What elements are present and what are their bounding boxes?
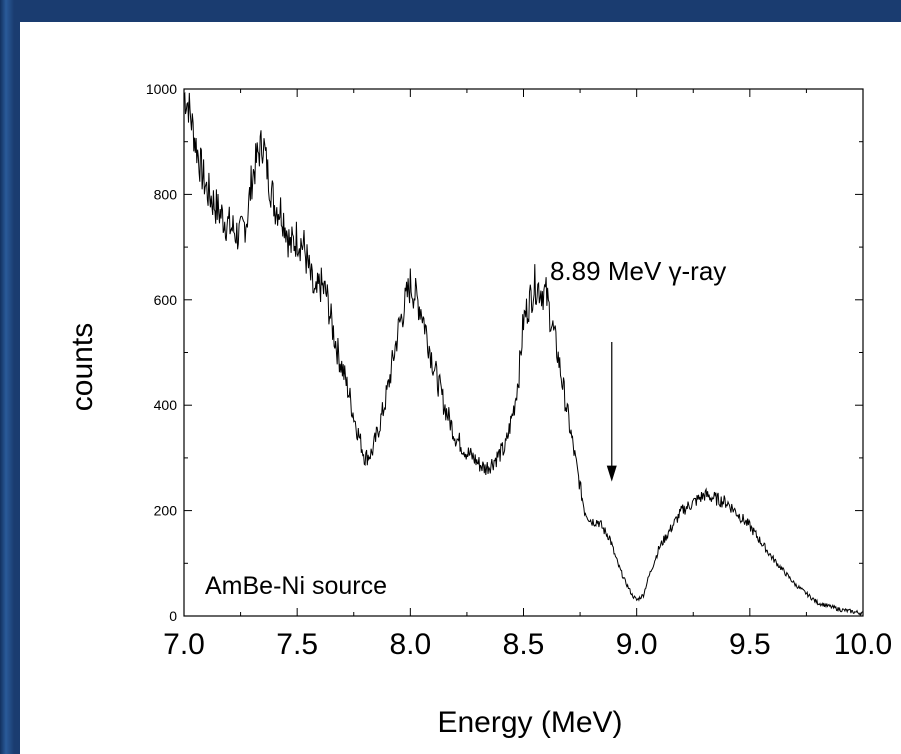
x-tick-label: 9.5	[729, 628, 771, 661]
x-tick-label: 7.5	[276, 628, 318, 661]
y-tick-labels: 0 200 400 600 800 1000	[146, 81, 177, 624]
x-tick-label: 9.0	[616, 628, 658, 661]
x-axis-label: Energy (MeV)	[437, 706, 622, 739]
y-tick-label: 1000	[146, 81, 177, 97]
y-tick-label: 200	[154, 503, 178, 519]
plot-axes	[183, 88, 864, 617]
annotation-arrow	[606, 342, 617, 482]
x-tick-label: 7.0	[163, 628, 205, 661]
y-tick-label: 800	[154, 186, 178, 202]
series-line	[183, 91, 864, 617]
y-tick-label: 400	[154, 397, 178, 413]
x-tick-label: 8.0	[389, 628, 431, 661]
gamma-ray-annotation: 8.89 MeV γ-ray	[550, 256, 726, 286]
y-tick-label: 600	[154, 292, 178, 308]
y-tick-label: 0	[169, 608, 177, 624]
x-tick-labels: 7.0 7.5 8.0 8.5 9.0 9.5 10.0	[163, 628, 892, 661]
axis-ticks	[183, 88, 864, 617]
plot-frame	[183, 88, 864, 617]
y-axis-label: counts	[66, 323, 99, 411]
spectrum-chart: 7.0 7.5 8.0 8.5 9.0 9.5 10.0 0 200 400 600 800 1000…	[66, 81, 892, 739]
arrow-head	[606, 465, 617, 482]
x-tick-label: 8.5	[503, 628, 545, 661]
x-tick-label: 10.0	[834, 628, 892, 661]
chart-panel: 7.0 7.5 8.0 8.5 9.0 9.5 10.0 0 200 400 600 800 1000…	[20, 22, 901, 754]
source-label: AmBe-Ni source	[205, 572, 387, 600]
